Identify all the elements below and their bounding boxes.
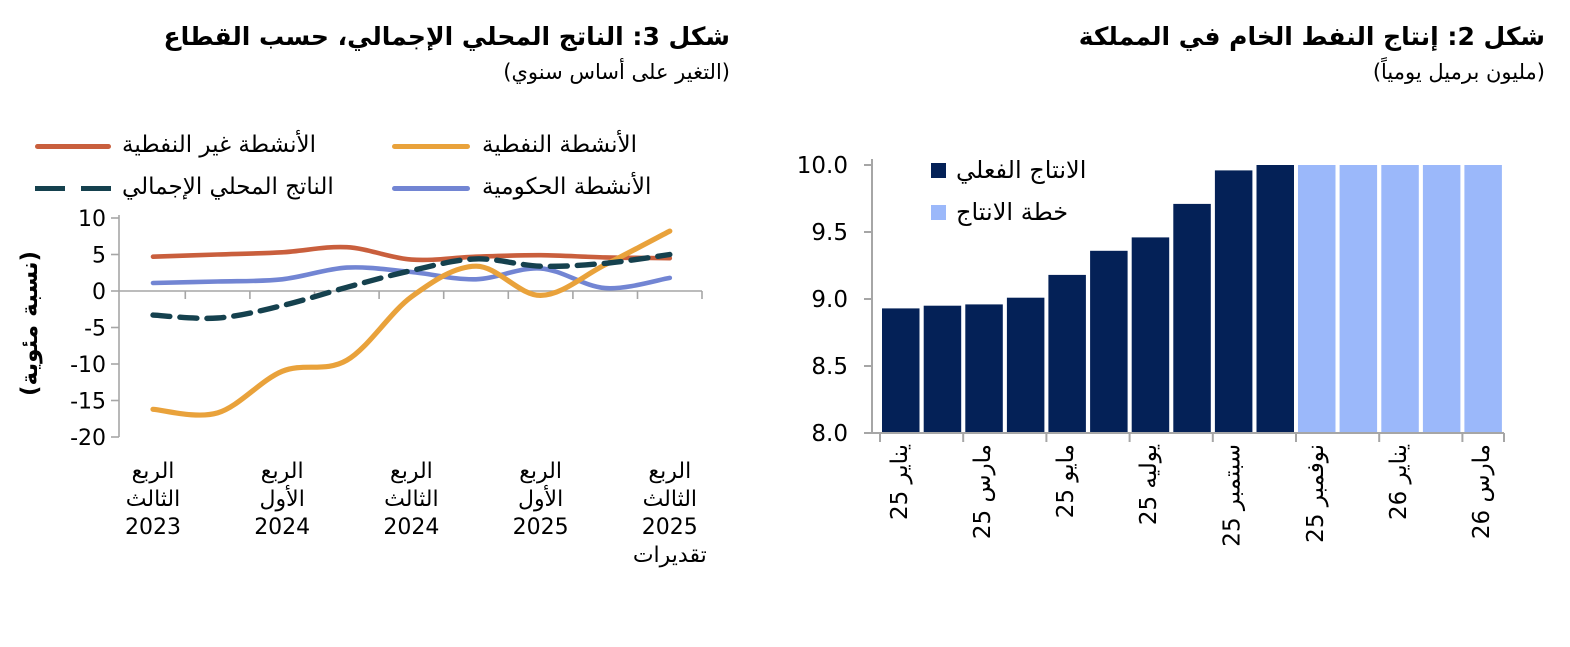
figure2-x-label: يوليه 25 [1136,444,1163,526]
legend-square-actual-production-icon [931,163,946,178]
bar-actual-production [965,304,1003,433]
figure2-x-label: مارس 25 [970,444,996,540]
bar-production-plan [1464,165,1502,433]
bar-production-plan [1381,165,1419,433]
figure3-y-tick-label: -20 [70,426,106,451]
legend-line-non-oil-activities-icon [35,144,111,149]
legend-label-non-oil-activities: الأنشطة غير النفطية [122,132,317,158]
figure2-x-label: مارس 26 [1469,444,1496,540]
bar-production-plan [1422,165,1461,433]
bar-actual-production [1173,203,1211,433]
legend-line-government-activities-icon [392,186,470,191]
figure2-x-label: مايو 25 [1053,444,1080,519]
bar-actual-production [923,305,962,433]
legend-line-oil-activities-icon [392,144,470,149]
figure3-plot-area: 10 5 0 -5 -10 -15 -20 [70,207,703,451]
figure3-line-series-2 [150,251,673,322]
figure3-y-tick-label: 10 [78,207,106,232]
figure3-x-label: الربع الأول 2024 [254,459,311,540]
legend-label-oil-activities: الأنشطة النفطية [482,132,638,158]
legend-dashed-line-gdp-total-icon [35,186,111,191]
bar-actual-production [1090,250,1128,433]
bar-actual-production [1256,165,1294,433]
legend-label-gdp-total: الناتج المحلي الإجمالي [122,174,334,200]
figure2-x-label: يناير 25 [886,444,913,521]
legend-label-government-activities: الأنشطة الحكومية [482,174,652,200]
legend-square-production-plan-icon [931,205,946,220]
figure3-title: شكل 3: الناتج المحلي الإجمالي، حسب القطا… [163,22,730,51]
figure2-x-label: نوفمبر 25 [1302,444,1329,543]
figure3-y-tick-label: -10 [70,353,106,378]
figure2-y-tick-label: 9.0 [811,287,848,313]
figure3-line-series-1 [150,228,673,418]
bar-production-plan [1339,165,1378,433]
figure2-y-tick-label: 8.0 [811,421,848,447]
figure3-y-tick-label: 5 [92,244,106,269]
figure2-x-label: يناير 26 [1386,444,1412,521]
bar-actual-production [1214,170,1253,433]
figure2-x-label: سبتمبر 25 [1219,444,1246,547]
figure3-line-series-3 [150,265,673,291]
figure2-y-tick-label: 10.0 [797,153,848,179]
bar-actual-production [1006,297,1045,433]
figure2-plot-area: 10.0 9.5 9.0 8.5 8.0 [797,153,1505,447]
figure2-subtitle: (مليون برميل يومياً) [1372,60,1545,84]
figure2-y-tick-label: 9.5 [811,220,848,246]
figure3-y-tick-label: -5 [84,317,106,342]
figure3-x-label: الربع الثالث 2024 [383,459,440,540]
figure2-title: شكل 2: إنتاج النفط الخام في المملكة [1078,22,1545,51]
figure3-line-series-0 [150,244,673,263]
legend-label-actual-production: الانتاج الفعلي [956,156,1087,184]
figure3-x-label: الربع الأول 2025 [512,459,569,540]
figure3-x-label: الربع الثالث 2025 تقديرات [632,459,707,568]
figure3-subtitle: (التغير على أساس سنوي) [503,60,730,84]
legend-label-production-plan: خطة الانتاج [956,198,1069,226]
figure3-y-tick-label: -15 [70,390,106,415]
bar-actual-production [1131,237,1170,433]
figure2-y-tick-label: 8.5 [811,354,848,380]
bar-production-plan [1298,165,1336,433]
figure3-y-tick-label: 0 [92,280,106,305]
figure3-x-label: الربع الثالث 2023 [125,459,181,540]
bar-actual-production [1048,274,1086,433]
bar-actual-production [882,308,920,433]
